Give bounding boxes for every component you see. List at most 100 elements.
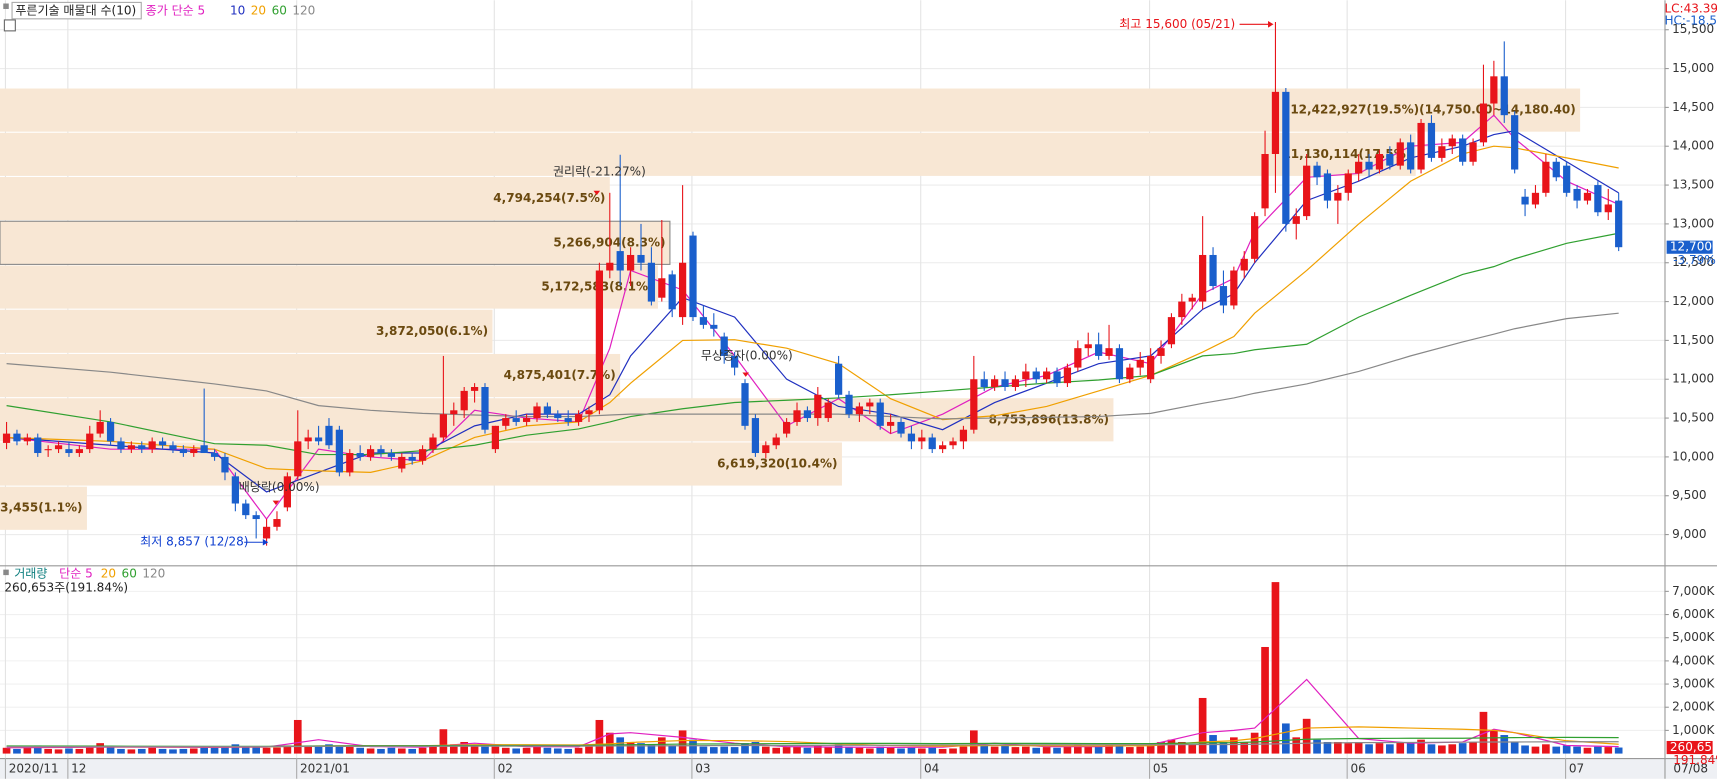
candle-body	[179, 449, 187, 454]
candle-body	[190, 449, 198, 454]
candle-body	[1594, 185, 1602, 213]
volume-bar	[803, 747, 812, 754]
volume-bar	[1042, 747, 1051, 754]
candle-body	[1500, 76, 1508, 116]
band-label: 12,422,927(19.5%)(14,750.00~14,180.40)	[1290, 103, 1575, 117]
candle-body	[741, 383, 749, 426]
candle-body	[1334, 192, 1342, 201]
volume-bar	[65, 748, 73, 754]
volume-bar	[1396, 741, 1405, 754]
candle-body	[1022, 371, 1030, 380]
volume-bar	[2, 747, 11, 754]
candle-body	[262, 526, 271, 539]
band-label: 6,619,320(10.4%)	[717, 457, 837, 471]
legend-entry: 60	[272, 4, 287, 18]
candle-body	[1386, 154, 1394, 166]
volume-bar	[1074, 744, 1082, 754]
volume-bar	[897, 748, 905, 754]
y-tick-label: 15,500	[1672, 22, 1714, 36]
volume-bar	[793, 746, 801, 754]
candle-body	[1282, 91, 1290, 224]
candle-body	[398, 456, 406, 469]
volume-bar	[1542, 744, 1550, 754]
y-tick-label: 10,000	[1672, 449, 1714, 463]
volume-bar	[824, 746, 833, 754]
candle-body	[772, 437, 780, 446]
candle-body	[595, 270, 604, 411]
candle-body	[1542, 161, 1550, 193]
candle-body	[34, 437, 42, 454]
candle-body	[751, 418, 760, 454]
candle-body	[231, 476, 239, 504]
title-box[interactable]	[11, 1, 142, 20]
chart-title: 푸른기술 매물대 수(10)	[15, 4, 136, 18]
candle-body	[346, 453, 354, 473]
last-value-label: 12,700	[1670, 240, 1712, 254]
volume-bar	[106, 746, 115, 754]
candle-body	[1563, 165, 1571, 193]
last-value-tag	[1666, 240, 1713, 254]
legend-entry: 120	[142, 567, 165, 581]
volume-bar	[210, 747, 219, 754]
band-label: 4,794,254(7.5%)	[493, 191, 605, 205]
volume-bar	[990, 746, 999, 754]
candle-body	[574, 414, 583, 422]
volume-bar	[1573, 746, 1581, 754]
volume-bar	[1261, 646, 1269, 754]
volume-bar	[325, 744, 333, 754]
annotation: 최고 15,600 (05/21)	[1119, 17, 1235, 31]
legend-entry: 60	[122, 567, 137, 581]
candle-body	[1459, 138, 1467, 162]
candle-body	[845, 394, 853, 415]
candle-body	[1417, 122, 1425, 170]
volume-header: 260,653주(191.84%)	[4, 581, 128, 595]
x-axis-strip	[0, 757, 1717, 779]
candle-body	[678, 262, 687, 318]
candle-body	[221, 456, 229, 473]
candle-body	[824, 402, 832, 419]
volume-bar	[293, 719, 302, 754]
candle-body	[1095, 344, 1103, 356]
volume-bar	[1021, 746, 1030, 754]
volume-bar	[1219, 741, 1228, 754]
volume-bar	[481, 746, 489, 754]
volume-bar	[117, 748, 125, 754]
candle-body	[65, 449, 73, 454]
volume-bar	[1302, 718, 1311, 754]
candle-body	[949, 441, 957, 446]
volume-bar	[23, 746, 32, 754]
last-value-tag	[1666, 740, 1713, 755]
candle-body	[148, 441, 156, 450]
volume-bar	[1531, 746, 1540, 754]
y-tick-label: 5,000K	[1672, 630, 1715, 644]
volume-bar	[1479, 711, 1488, 754]
volume-bar	[33, 745, 42, 754]
volume-bar	[1032, 747, 1041, 754]
lc-label: LC:43.39	[1664, 1, 1717, 15]
candle-body	[1407, 142, 1415, 170]
volume-bar	[1417, 739, 1425, 754]
volume-band	[0, 220, 671, 265]
candle-body	[1209, 254, 1217, 287]
volume-bar	[75, 748, 84, 754]
candle-body	[439, 414, 447, 438]
candle-body	[460, 390, 468, 411]
candle-body	[970, 379, 978, 430]
candle-body	[1157, 348, 1165, 356]
volume-bar	[813, 745, 822, 754]
volume-bar	[273, 747, 281, 754]
candle-body	[626, 254, 635, 271]
volume-bar	[1521, 745, 1529, 754]
volume-bar	[959, 746, 968, 754]
volume-bar	[907, 747, 916, 754]
candle-body	[762, 445, 770, 454]
candle-body	[1011, 379, 1020, 388]
candle-body	[304, 437, 312, 442]
candle-body	[1105, 348, 1113, 356]
settings-icon[interactable]	[3, 19, 16, 32]
legend-entry: 20	[101, 567, 116, 581]
volume-bar	[761, 746, 770, 754]
candle-body	[1427, 122, 1436, 158]
volume-bar	[1178, 741, 1186, 754]
annotation: 배당락(0.00%)	[239, 480, 320, 494]
